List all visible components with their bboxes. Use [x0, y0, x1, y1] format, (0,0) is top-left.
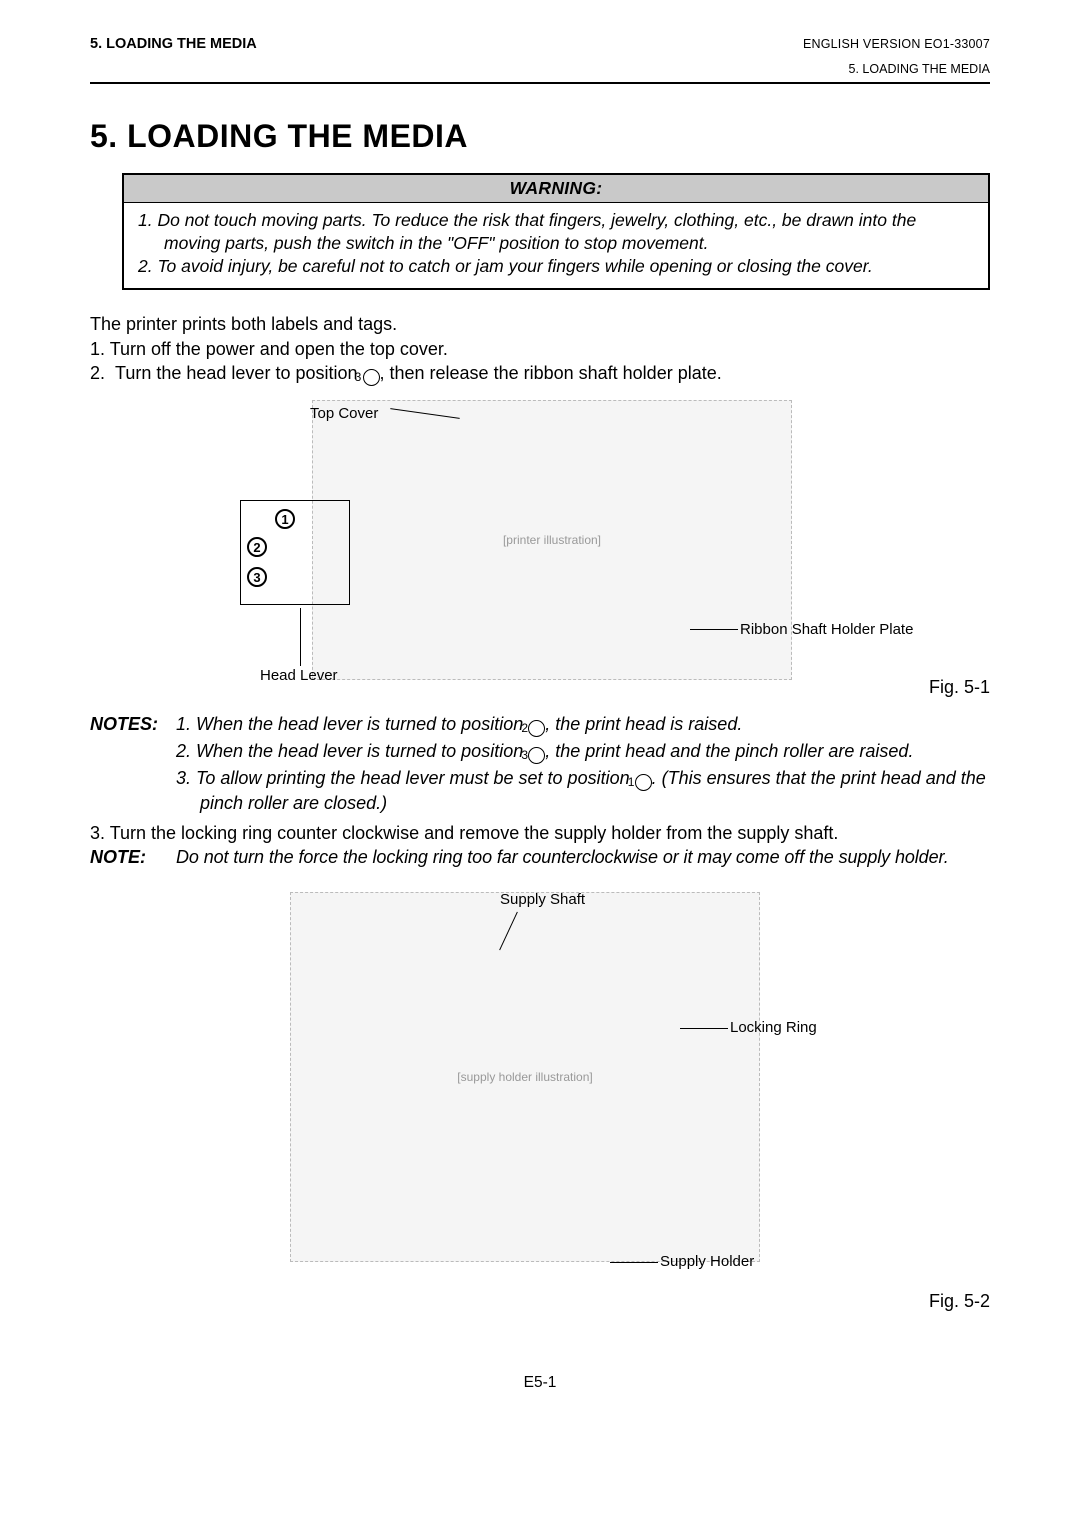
single-note-body: Do not turn the force the locking ring t… [176, 847, 990, 868]
note-item-3: 3. To allow printing the head lever must… [176, 766, 990, 815]
label-top-cover: Top Cover [310, 406, 378, 421]
header-rule [90, 82, 990, 84]
notes-block: NOTES: 1. When the head lever is turned … [90, 712, 990, 817]
header-right-line2: 5. LOADING THE MEDIA [90, 62, 990, 76]
circled-3-a: 3 [528, 747, 545, 764]
page-header: 5. LOADING THE MEDIA ENGLISH VERSION EO1… [90, 36, 990, 52]
circled-2-a: 2 [528, 720, 545, 737]
step-2: 2. Turn the head lever to position 3, th… [90, 361, 990, 386]
page: 5. LOADING THE MEDIA ENGLISH VERSION EO1… [0, 0, 1080, 1525]
notes-lead: NOTES: [90, 712, 176, 817]
leader-supply-holder [610, 1262, 658, 1263]
warning-box: WARNING: 1. Do not touch moving parts. T… [122, 173, 990, 290]
step-3-block: 3. Turn the locking ring counter clockwi… [90, 821, 990, 845]
leader-head-lever [300, 608, 301, 666]
figure-5-2-illustration: [supply holder illustration] [290, 892, 760, 1262]
figure-5-1-caption: Fig. 5-1 [929, 677, 990, 698]
label-supply-shaft: Supply Shaft [500, 892, 585, 907]
warning-item-1: 1. Do not touch moving parts. To reduce … [138, 209, 974, 255]
step-3: 3. Turn the locking ring counter clockwi… [90, 821, 990, 845]
figure-5-1-illustration: [printer illustration] [312, 400, 792, 680]
intro-text: The printer prints both labels and tags. [90, 314, 397, 334]
section-title: 5. LOADING THE MEDIA [90, 118, 990, 155]
figure-5-1: Top Cover [printer illustration] 1 2 3 R… [90, 400, 990, 700]
label-head-lever: Head Lever [260, 668, 338, 683]
warning-heading: WARNING: [124, 175, 988, 203]
lever-pos-3: 3 [247, 567, 267, 587]
figure-5-2: Supply Shaft [supply holder illustration… [90, 892, 990, 1312]
lever-pos-2: 2 [247, 537, 267, 557]
note-item-1: 1. When the head lever is turned to posi… [176, 712, 990, 737]
lever-pos-1: 1 [275, 509, 295, 529]
circled-1-a: 1 [635, 774, 652, 791]
intro-block: The printer prints both labels and tags.… [90, 312, 990, 386]
label-locking-ring: Locking Ring [730, 1020, 817, 1035]
figure-5-2-caption: Fig. 5-2 [929, 1291, 990, 1312]
page-footer: E5-1 [90, 1374, 990, 1392]
leader-locking-ring [680, 1028, 728, 1029]
step-1: 1. Turn off the power and open the top c… [90, 337, 990, 361]
head-lever-inset: 1 2 3 [240, 500, 350, 605]
header-right-line1: ENGLISH VERSION EO1-33007 [803, 37, 990, 51]
notes-list: 1. When the head lever is turned to posi… [176, 712, 990, 817]
note-item-2: 2. When the head lever is turned to posi… [176, 739, 990, 764]
warning-item-2: 2. To avoid injury, be careful not to ca… [138, 255, 974, 278]
single-note-row: NOTE: Do not turn the force the locking … [90, 847, 990, 868]
single-note-lead: NOTE: [90, 847, 176, 868]
warning-body: 1. Do not touch moving parts. To reduce … [124, 203, 988, 288]
label-ribbon-plate: Ribbon Shaft Holder Plate [740, 622, 913, 637]
label-supply-holder: Supply Holder [660, 1254, 754, 1269]
leader-ribbon-plate [690, 629, 738, 630]
header-left: 5. LOADING THE MEDIA [90, 36, 257, 52]
circled-3-inline: 3 [363, 369, 380, 386]
